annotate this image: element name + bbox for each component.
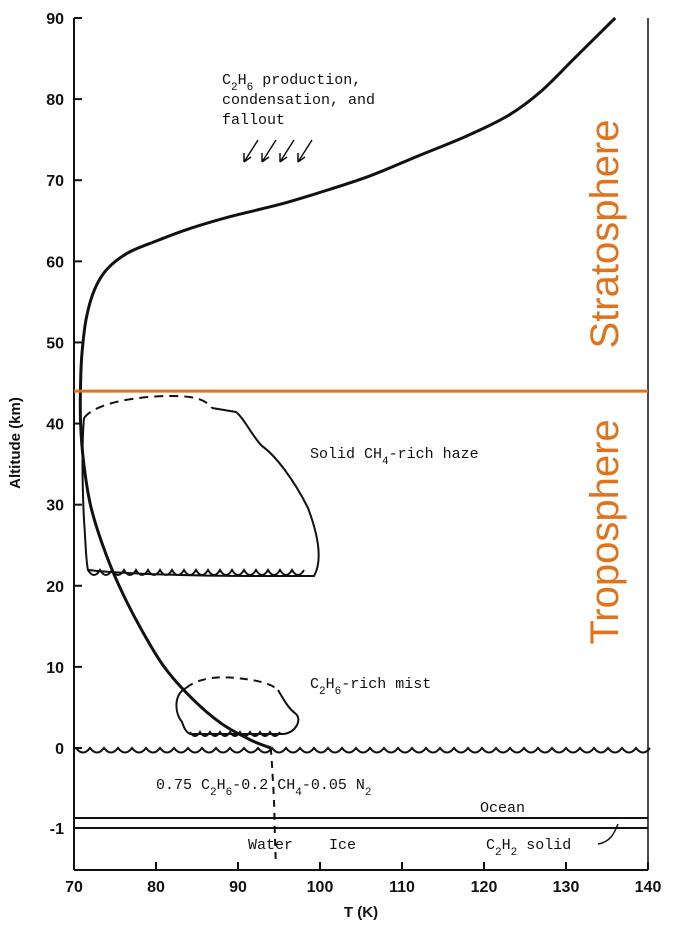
y-tick-label: 10	[46, 660, 64, 677]
x-tick-label: 140	[635, 879, 662, 896]
y-axis-title: Altitude (km)	[7, 397, 24, 489]
water-ice-label: Water Ice	[248, 837, 356, 854]
x-tick-label: 110	[389, 879, 415, 896]
y-tick-label: 30	[46, 498, 64, 515]
x-tick-label: 100	[307, 879, 334, 896]
x-tick-label: 130	[553, 879, 580, 896]
haze-label: Solid CH4-rich haze	[310, 446, 479, 468]
ocean-label: Ocean	[480, 800, 525, 817]
y-tick-labels: -1 0 10 20 30 40 50 60 70 80 90	[46, 11, 64, 838]
ocean-surface	[75, 746, 651, 754]
x-tick-labels: 70 80 90 100 110 120 130 140	[65, 879, 661, 896]
haze-scallops	[87, 568, 305, 576]
troposphere-label: Troposphere	[583, 419, 627, 644]
x-tick-label: 80	[147, 879, 165, 896]
plot-frame	[73, 18, 649, 871]
temperature-profile-line	[78, 16, 617, 750]
ethane-annotation-line3: fallout	[222, 112, 285, 129]
x-tick-label: 70	[65, 879, 83, 896]
y-tick-label: 80	[46, 92, 64, 109]
arrow-4	[297, 139, 313, 163]
c2h2-label: C2H2 solid	[486, 837, 571, 859]
mist-region	[175, 676, 300, 737]
mist-label: C2H6-rich mist	[310, 676, 431, 698]
y-tick-label: 50	[46, 335, 64, 352]
x-tick-label: 90	[229, 879, 247, 896]
arrow-2	[261, 139, 277, 163]
ocean-composition-label: 0.75 C2H6-0.2 CH4-0.05 N2	[156, 777, 372, 799]
ethane-annotation-line1: C2H6 production,	[222, 72, 361, 94]
mist-scallops	[189, 730, 281, 737]
stratosphere-label: Stratosphere	[583, 119, 627, 348]
ocean-floor	[74, 817, 648, 829]
arrow-1	[243, 139, 259, 163]
mist-outline	[175, 687, 300, 735]
y-tick-label: 70	[46, 173, 64, 190]
haze-outline	[81, 407, 320, 577]
series-layer	[78, 16, 617, 861]
fallout-arrows	[243, 139, 313, 163]
x-tick-label: 120	[471, 879, 498, 896]
arrow-3	[279, 139, 295, 163]
y-tick-label: 20	[46, 579, 64, 596]
c2h2-leader-line	[597, 823, 619, 845]
y-tick-label: -1	[50, 821, 64, 838]
haze-region	[81, 394, 320, 577]
axis-ticks	[73, 17, 649, 870]
ethane-annotation-line2: condensation, and	[222, 92, 375, 109]
x-axis-title: T (K)	[344, 904, 378, 921]
y-tick-label: 60	[46, 254, 64, 271]
haze-dashed-top	[83, 394, 213, 419]
y-tick-label: 40	[46, 417, 64, 434]
y-tick-label: 0	[55, 741, 64, 758]
mist-dashed-top	[185, 676, 279, 691]
y-tick-label: 90	[46, 11, 64, 28]
temperature-profile-ocean-dashed	[269, 747, 277, 861]
